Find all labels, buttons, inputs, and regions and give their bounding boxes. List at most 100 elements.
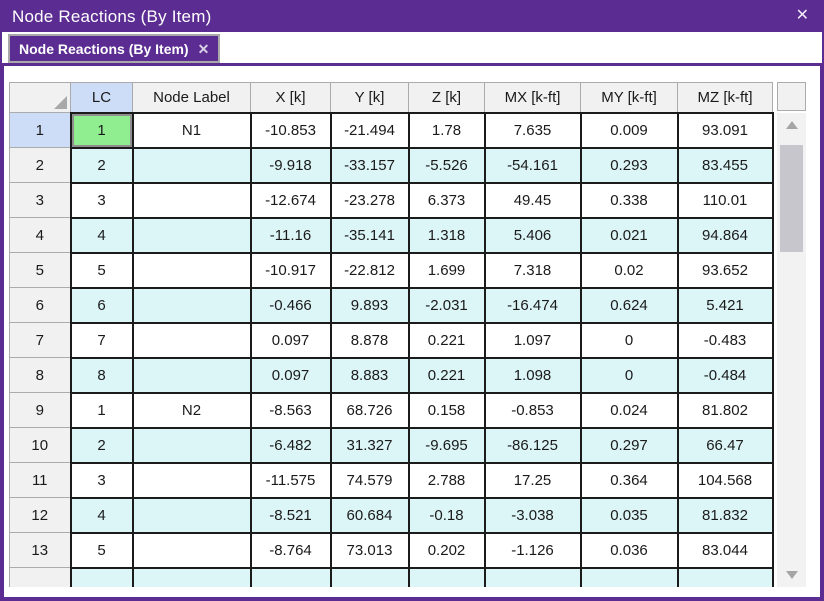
grid-cell[interactable] <box>329 566 410 587</box>
grid-cell[interactable]: 110.01 <box>676 181 774 219</box>
row-number-cell[interactable]: 10 <box>9 427 71 463</box>
grid-cell[interactable]: -22.812 <box>329 251 410 289</box>
grid-cell[interactable]: -9.695 <box>407 426 486 464</box>
grid-cell[interactable]: 0.02 <box>579 251 679 289</box>
row-number-cell[interactable]: 12 <box>9 497 71 533</box>
grid-cell[interactable]: -11.16 <box>249 216 332 254</box>
grid-cell[interactable]: -1.126 <box>483 531 582 569</box>
row-number-cell[interactable]: 4 <box>9 217 71 253</box>
grid-cell[interactable] <box>676 566 774 587</box>
grid-cell[interactable] <box>579 566 679 587</box>
grid-cell[interactable]: 0 <box>579 321 679 359</box>
grid-cell[interactable]: 5.406 <box>483 216 582 254</box>
grid-cell[interactable]: -86.125 <box>483 426 582 464</box>
grid-cell[interactable] <box>131 181 252 219</box>
column-header-mz-k-ft[interactable]: MZ [k-ft] <box>677 82 773 113</box>
grid-cell[interactable]: N1 <box>131 111 252 149</box>
grid-cell[interactable]: 0.035 <box>579 496 679 534</box>
grid-cell[interactable]: -0.484 <box>676 356 774 394</box>
grid-cell[interactable]: 0 <box>579 356 679 394</box>
grid-cell[interactable]: 81.832 <box>676 496 774 534</box>
grid-cell[interactable]: 8.878 <box>329 321 410 359</box>
grid-cell[interactable]: 0.202 <box>407 531 486 569</box>
grid-cell[interactable]: 6.373 <box>407 181 486 219</box>
grid-cell[interactable]: 0.009 <box>579 111 679 149</box>
grid-cell[interactable]: 93.091 <box>676 111 774 149</box>
grid-cell[interactable]: 6 <box>69 286 134 324</box>
grid-cell[interactable]: -0.853 <box>483 391 582 429</box>
grid-cell[interactable]: -10.853 <box>249 111 332 149</box>
grid-cell[interactable]: 0.097 <box>249 321 332 359</box>
grid-cell[interactable]: 5 <box>69 251 134 289</box>
grid-cell[interactable] <box>131 321 252 359</box>
grid-cell[interactable] <box>131 356 252 394</box>
grid-cell[interactable]: 0.221 <box>407 356 486 394</box>
grid-cell[interactable]: 5.421 <box>676 286 774 324</box>
grid-cell[interactable]: 83.455 <box>676 146 774 184</box>
grid-cell[interactable]: 1.097 <box>483 321 582 359</box>
grid-cell[interactable]: 74.579 <box>329 461 410 499</box>
grid-cell[interactable]: 0.036 <box>579 531 679 569</box>
row-number-cell[interactable]: 13 <box>9 532 71 568</box>
grid-cell[interactable]: 0.624 <box>579 286 679 324</box>
scroll-up-arrow-icon[interactable] <box>785 121 798 129</box>
grid-cell[interactable]: 93.652 <box>676 251 774 289</box>
grid-cell[interactable]: 1.098 <box>483 356 582 394</box>
grid-cell[interactable]: 4 <box>69 216 134 254</box>
grid-cell[interactable]: 0.097 <box>249 356 332 394</box>
grid-cell[interactable]: 0.024 <box>579 391 679 429</box>
row-number-cell[interactable]: 6 <box>9 287 71 323</box>
grid-cell[interactable]: 1 <box>69 391 134 429</box>
grid-cell[interactable]: 8 <box>69 356 134 394</box>
grid-cell[interactable]: -10.917 <box>249 251 332 289</box>
grid-cell[interactable]: -5.526 <box>407 146 486 184</box>
grid-cell[interactable]: 81.802 <box>676 391 774 429</box>
grid-cell[interactable]: 0.338 <box>579 181 679 219</box>
scrollbar-thumb[interactable] <box>780 145 803 252</box>
grid-cell[interactable]: 4 <box>69 496 134 534</box>
grid-cell[interactable]: -8.521 <box>249 496 332 534</box>
grid-cell[interactable]: 31.327 <box>329 426 410 464</box>
grid-cell[interactable]: 0.297 <box>579 426 679 464</box>
grid-cell[interactable] <box>131 286 252 324</box>
grid-cell[interactable]: 83.044 <box>676 531 774 569</box>
grid-cell[interactable]: 3 <box>69 461 134 499</box>
grid-cell[interactable] <box>131 216 252 254</box>
grid-cell[interactable] <box>131 566 252 587</box>
grid-cell[interactable] <box>131 461 252 499</box>
column-header-z-k[interactable]: Z [k] <box>408 82 485 113</box>
grid-cell[interactable]: -0.483 <box>676 321 774 359</box>
grid-cell[interactable]: -12.674 <box>249 181 332 219</box>
grid-cell[interactable] <box>249 566 332 587</box>
row-number-cell[interactable]: 5 <box>9 252 71 288</box>
grid-cell[interactable]: 60.684 <box>329 496 410 534</box>
grid-cell[interactable]: N2 <box>131 391 252 429</box>
grid-cell[interactable]: 7.318 <box>483 251 582 289</box>
grid-cell[interactable]: -0.466 <box>249 286 332 324</box>
row-number-cell[interactable]: 3 <box>9 182 71 218</box>
grid-cell[interactable]: 2 <box>69 426 134 464</box>
grid-cell[interactable]: -9.918 <box>249 146 332 184</box>
grid-cell[interactable]: -2.031 <box>407 286 486 324</box>
grid-cell[interactable]: -0.18 <box>407 496 486 534</box>
grid-cell[interactable]: 0.221 <box>407 321 486 359</box>
column-header-my-k-ft[interactable]: MY [k-ft] <box>580 82 678 113</box>
grid-cell[interactable] <box>407 566 486 587</box>
grid-cell[interactable]: 7.635 <box>483 111 582 149</box>
grid-cell[interactable]: -21.494 <box>329 111 410 149</box>
corner-select-header[interactable] <box>9 82 71 113</box>
grid-cell[interactable]: -33.157 <box>329 146 410 184</box>
grid-cell[interactable]: 3 <box>69 181 134 219</box>
row-number-cell[interactable]: 9 <box>9 392 71 428</box>
grid-cell[interactable] <box>131 426 252 464</box>
window-close-icon[interactable]: ✕ <box>795 7 809 24</box>
grid-cell[interactable]: -35.141 <box>329 216 410 254</box>
grid-cell[interactable] <box>131 496 252 534</box>
grid-cell[interactable]: 66.47 <box>676 426 774 464</box>
column-header-node-label[interactable]: Node Label <box>132 82 251 113</box>
grid-cell[interactable] <box>131 531 252 569</box>
grid-cell[interactable]: 8.883 <box>329 356 410 394</box>
scroll-down-arrow-icon[interactable] <box>785 571 798 579</box>
grid-cell[interactable] <box>69 566 134 587</box>
vertical-scrollbar[interactable] <box>777 113 806 587</box>
